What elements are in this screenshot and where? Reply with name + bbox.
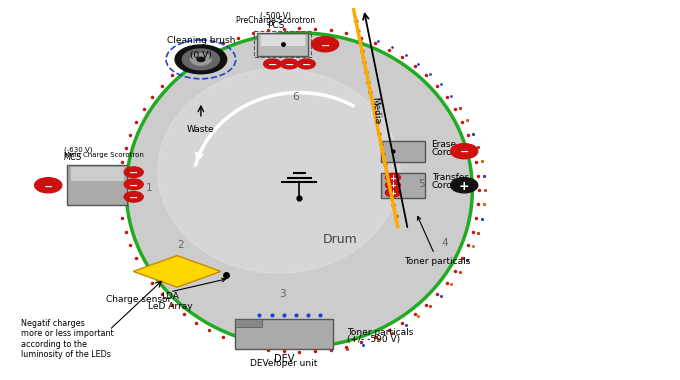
Text: 6: 6 — [292, 92, 299, 102]
Bar — [235, 319, 262, 327]
Text: −: − — [268, 60, 277, 70]
Text: 2: 2 — [177, 240, 184, 250]
Circle shape — [311, 36, 339, 52]
Text: −: − — [320, 40, 330, 51]
Circle shape — [386, 181, 401, 189]
Bar — [257, 33, 308, 55]
Text: 3: 3 — [279, 289, 286, 299]
Text: −: − — [129, 168, 139, 178]
Text: LDA: LDA — [161, 291, 180, 301]
Text: +: + — [390, 189, 396, 198]
Text: 4: 4 — [442, 238, 449, 248]
Text: (-630 V): (-630 V) — [64, 147, 92, 153]
Circle shape — [264, 59, 282, 69]
Text: −: − — [129, 193, 139, 203]
Text: −: − — [285, 60, 294, 70]
Text: Toner particals: Toner particals — [347, 328, 413, 337]
Circle shape — [298, 59, 316, 69]
Text: PCS: PCS — [267, 21, 284, 30]
Text: LeD Array: LeD Array — [148, 302, 192, 311]
Circle shape — [197, 57, 205, 62]
Text: Erase: Erase — [432, 140, 457, 149]
Bar — [235, 319, 333, 349]
Polygon shape — [133, 256, 221, 287]
Circle shape — [451, 144, 478, 159]
Text: Drum: Drum — [322, 233, 358, 246]
Circle shape — [451, 178, 478, 193]
Text: Main Charge Scorotron: Main Charge Scorotron — [64, 152, 143, 158]
Circle shape — [124, 192, 143, 202]
Circle shape — [175, 45, 226, 74]
Circle shape — [386, 173, 401, 182]
Text: DEV: DEV — [274, 353, 294, 364]
Bar — [381, 173, 425, 198]
Circle shape — [35, 178, 62, 193]
Text: Negatif charges
more or less important
according to the
luminosity of the LEDs: Negatif charges more or less important a… — [21, 319, 114, 359]
Text: Toner particals: Toner particals — [405, 216, 471, 266]
Text: Corona: Corona — [432, 180, 464, 190]
Ellipse shape — [126, 33, 473, 347]
Circle shape — [124, 167, 143, 177]
Text: (+/- -590 V): (+/- -590 V) — [347, 335, 400, 344]
Text: Media: Media — [371, 96, 381, 124]
Text: −: − — [129, 180, 139, 190]
Circle shape — [182, 49, 220, 70]
Bar — [254, 31, 311, 57]
Bar — [71, 167, 124, 181]
Text: Charge sensor: Charge sensor — [106, 278, 226, 304]
Text: −: − — [302, 60, 311, 70]
Bar — [260, 35, 305, 46]
Bar — [381, 141, 425, 162]
Circle shape — [124, 179, 143, 190]
Text: +: + — [390, 181, 396, 190]
Ellipse shape — [158, 69, 400, 273]
Text: (-500 V): (-500 V) — [260, 12, 291, 21]
Text: PreCharge Scorotron: PreCharge Scorotron — [237, 16, 316, 25]
Text: Cleaning brush: Cleaning brush — [167, 36, 235, 45]
Text: DEVeloper unit: DEVeloper unit — [250, 359, 318, 368]
Circle shape — [386, 188, 401, 197]
Text: −: − — [44, 181, 53, 192]
Text: Transfer: Transfer — [432, 173, 468, 182]
Text: +: + — [459, 180, 469, 193]
Text: (0 V): (0 V) — [190, 51, 211, 60]
Text: MCS: MCS — [64, 154, 82, 162]
Circle shape — [281, 59, 299, 69]
Text: 1: 1 — [146, 183, 152, 193]
Text: 5: 5 — [418, 179, 425, 189]
Circle shape — [190, 54, 211, 65]
Text: Corona: Corona — [432, 148, 464, 157]
Text: Waste: Waste — [187, 125, 215, 133]
Text: +: + — [390, 174, 396, 183]
Text: −: − — [460, 147, 469, 157]
Bar — [67, 165, 127, 205]
